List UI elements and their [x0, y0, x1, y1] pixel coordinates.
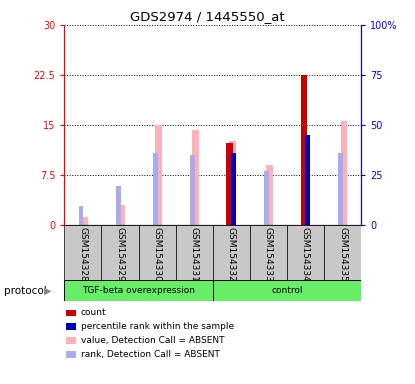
Text: GSM154330: GSM154330	[153, 227, 161, 282]
Bar	[176, 225, 213, 280]
Bar	[287, 225, 324, 280]
Text: TGF-beta overexpression: TGF-beta overexpression	[82, 286, 195, 295]
Text: GDS2974 / 1445550_at: GDS2974 / 1445550_at	[130, 10, 285, 23]
Bar	[227, 144, 233, 225]
Bar	[153, 154, 158, 225]
Text: protocol: protocol	[4, 286, 47, 296]
Bar	[78, 206, 83, 225]
Bar	[139, 225, 176, 280]
Text: count: count	[81, 308, 107, 318]
Text: percentile rank within the sample: percentile rank within the sample	[81, 322, 234, 331]
Bar	[250, 225, 287, 280]
Text: ▶: ▶	[44, 286, 51, 296]
Bar	[81, 217, 88, 225]
Text: value, Detection Call = ABSENT: value, Detection Call = ABSENT	[81, 336, 225, 345]
Bar	[118, 205, 125, 225]
Bar	[341, 121, 347, 225]
Bar	[305, 135, 310, 225]
Bar	[64, 280, 213, 301]
Text: GSM154333: GSM154333	[264, 227, 273, 282]
Bar	[338, 153, 343, 225]
Bar	[213, 225, 250, 280]
Text: GSM154328: GSM154328	[78, 227, 88, 281]
Bar	[64, 225, 101, 280]
Bar	[231, 153, 236, 225]
Text: GSM154329: GSM154329	[115, 227, 124, 281]
Bar	[155, 125, 162, 225]
Text: GSM154335: GSM154335	[338, 227, 347, 282]
Bar	[213, 280, 361, 301]
Text: control: control	[271, 286, 303, 295]
Text: GSM154332: GSM154332	[227, 227, 236, 281]
Bar	[101, 225, 139, 280]
Bar	[266, 165, 273, 225]
Text: GSM154334: GSM154334	[301, 227, 310, 281]
Bar	[190, 155, 195, 225]
Bar	[229, 141, 236, 225]
Bar	[324, 225, 361, 280]
Bar	[264, 171, 269, 225]
Bar	[116, 186, 120, 225]
Text: rank, Detection Call = ABSENT: rank, Detection Call = ABSENT	[81, 350, 220, 359]
Text: GSM154331: GSM154331	[190, 227, 199, 282]
Bar	[300, 75, 307, 225]
Bar	[192, 130, 199, 225]
